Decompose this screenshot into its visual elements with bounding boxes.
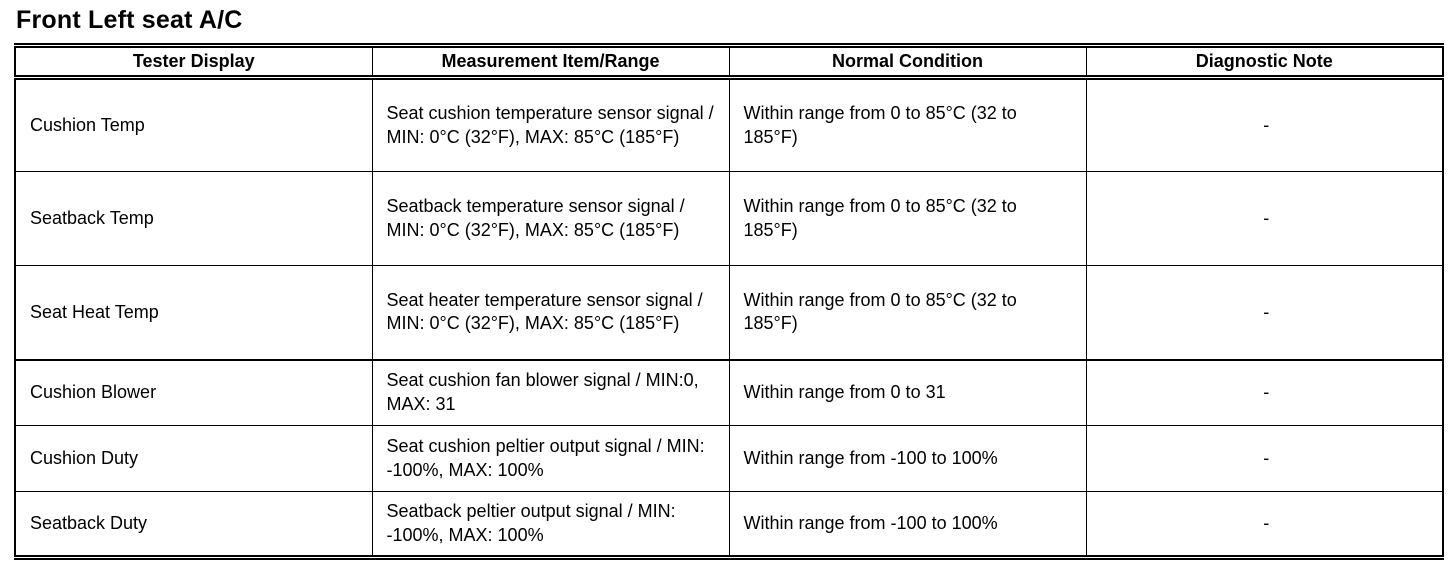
table-row: Seat Heat Temp Seat heater temperature s…	[14, 265, 1444, 360]
cell-diagnostic-note: -	[1085, 425, 1444, 492]
cell-measurement: Seat cushion fan blower signal / MIN:0, …	[371, 358, 730, 426]
header-tester-display: Tester Display	[14, 45, 373, 80]
cell-tester-display: Seatback Duty	[14, 491, 373, 558]
cell-measurement: Seat heater temperature sensor signal / …	[371, 265, 730, 360]
cell-measurement: Seatback peltier output signal / MIN: -1…	[371, 491, 730, 558]
cell-normal-condition: Within range from 0 to 85°C (32 to 185°F…	[728, 265, 1087, 360]
cell-normal-condition: Within range from 0 to 31	[728, 358, 1087, 426]
cell-normal-condition: Within range from -100 to 100%	[728, 491, 1087, 558]
cell-tester-display: Cushion Blower	[14, 358, 373, 426]
tester-display-spec-table: Tester Display Measurement Item/Range No…	[14, 43, 1444, 560]
table-row: Cushion Blower Seat cushion fan blower s…	[14, 358, 1444, 426]
cell-measurement: Seatback temperature sensor signal / MIN…	[371, 171, 730, 266]
cell-measurement: Seat cushion peltier output signal / MIN…	[371, 425, 730, 492]
cell-tester-display: Seatback Temp	[14, 171, 373, 266]
cell-normal-condition: Within range from 0 to 85°C (32 to 185°F…	[728, 171, 1087, 266]
cell-normal-condition: Within range from -100 to 100%	[728, 425, 1087, 492]
cell-diagnostic-note: -	[1085, 265, 1444, 360]
page-title: Front Left seat A/C	[16, 6, 243, 34]
table-row: Cushion Temp Seat cushion temperature se…	[14, 77, 1444, 172]
cell-diagnostic-note: -	[1085, 171, 1444, 266]
header-measurement-item-range: Measurement Item/Range	[371, 45, 730, 80]
cell-tester-display: Seat Heat Temp	[14, 265, 373, 360]
header-normal-condition: Normal Condition	[728, 45, 1087, 80]
cell-diagnostic-note: -	[1085, 491, 1444, 558]
table-row: Cushion Duty Seat cushion peltier output…	[14, 425, 1444, 492]
cell-normal-condition: Within range from 0 to 85°C (32 to 185°F…	[728, 77, 1087, 172]
cell-tester-display: Cushion Duty	[14, 425, 373, 492]
document-page: Front Left seat A/C Tester Display Measu…	[14, 6, 1444, 560]
header-diagnostic-note: Diagnostic Note	[1085, 45, 1444, 80]
table-header-row: Tester Display Measurement Item/Range No…	[14, 45, 1444, 80]
cell-diagnostic-note: -	[1085, 77, 1444, 172]
cell-diagnostic-note: -	[1085, 358, 1444, 426]
table-row: Seatback Duty Seatback peltier output si…	[14, 491, 1444, 558]
cell-tester-display: Cushion Temp	[14, 77, 373, 172]
table-row: Seatback Temp Seatback temperature senso…	[14, 171, 1444, 266]
cell-measurement: Seat cushion temperature sensor signal /…	[371, 77, 730, 172]
